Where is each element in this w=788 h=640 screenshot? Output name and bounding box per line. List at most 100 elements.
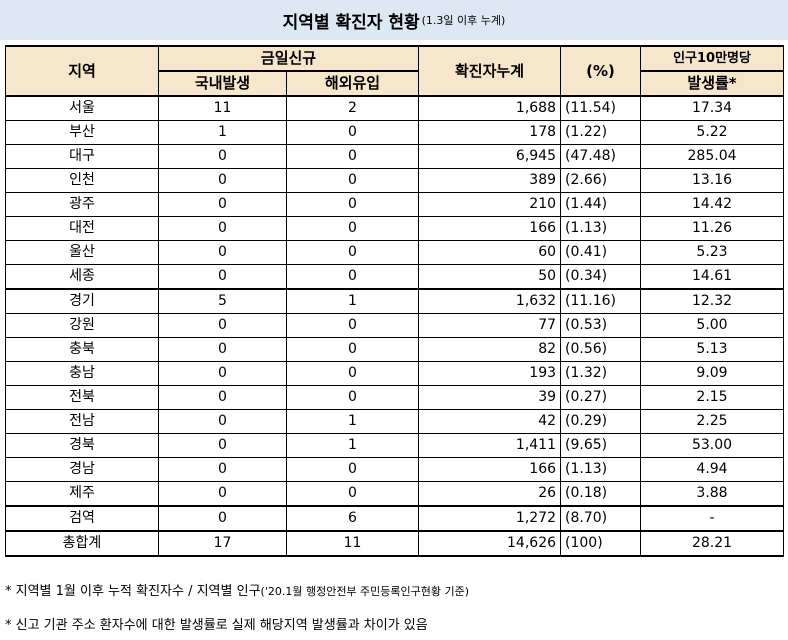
percent-cell: (8.70) [560,505,642,532]
rate-cell: 2.25 [640,409,785,434]
cumulative-cell: 50 [418,264,562,290]
domestic-cell: 0 [158,240,287,265]
domestic-cell: 0 [158,481,287,507]
overseas-cell: 0 [285,120,420,145]
rate-cell: 14.42 [640,192,785,217]
rate-cell: 4.94 [640,457,785,482]
rate-cell: 11.26 [640,216,785,241]
region-cell: 충남 [5,361,159,386]
cumulative-cell: 166 [418,216,562,241]
table-row: 광주 0 0 210 (1.44) 14.42 [5,192,785,217]
title-subtitle: (1.3일 이후 누계) [421,14,506,27]
region-cell: 전남 [5,409,159,434]
table-row: 검역 0 6 1,272 (8.70) - [5,505,785,532]
overseas-cell: 0 [285,481,420,507]
region-cell: 총합계 [5,530,159,557]
cumulative-cell: 1,411 [418,433,562,458]
table-row: 제주 0 0 26 (0.18) 3.88 [5,481,785,507]
cumulative-cell: 39 [418,385,562,410]
rate-cell: 3.88 [640,481,785,507]
domestic-cell: 0 [158,216,287,241]
region-cell: 충북 [5,337,159,362]
overseas-cell: 6 [285,505,420,532]
domestic-cell: 11 [158,95,287,121]
domestic-cell: 0 [158,457,287,482]
domestic-cell: 0 [158,168,287,193]
rate-cell: 285.04 [640,144,785,169]
rate-cell: 28.21 [640,530,785,557]
cumulative-cell: 42 [418,409,562,434]
percent-cell: (1.44) [560,192,642,217]
table-row: 대전 0 0 166 (1.13) 11.26 [5,216,785,241]
overseas-cell: 1 [285,433,420,458]
cumulative-cell: 166 [418,457,562,482]
header-percent: (%) [560,45,642,97]
cumulative-cell: 193 [418,361,562,386]
percent-cell: (0.29) [560,409,642,434]
header-rate-line1: 인구10만명당 [640,45,785,72]
table-row: 울산 0 0 60 (0.41) 5.23 [5,240,785,265]
percent-cell: (11.16) [560,288,642,314]
percent-cell: (0.34) [560,264,642,290]
overseas-cell: 11 [285,530,420,557]
region-cell: 부산 [5,120,159,145]
percent-cell: (0.53) [560,313,642,338]
rate-cell: - [640,505,785,532]
percent-cell: (9.65) [560,433,642,458]
region-cell: 강원 [5,313,159,338]
footnote-population-source: ('20.1월 행정안전부 주민등록인구현황 기준) [260,585,470,598]
percent-cell: (1.32) [560,361,642,386]
domestic-cell: 0 [158,192,287,217]
overseas-cell: 1 [285,288,420,314]
cumulative-cell: 1,688 [418,95,562,121]
overseas-cell: 0 [285,337,420,362]
rate-cell: 9.09 [640,361,785,386]
overseas-cell: 0 [285,168,420,193]
region-cell: 제주 [5,481,159,507]
overseas-cell: 0 [285,457,420,482]
rate-cell: 14.61 [640,264,785,290]
table-title: 지역별 확진자 현황 (1.3일 이후 누계) [0,0,788,40]
total-row: 총합계 17 11 14,626 (100) 28.21 [5,530,785,557]
percent-cell: (1.22) [560,120,642,145]
percent-cell: (1.13) [560,216,642,241]
footnote-rate: * 신고 기관 주소 환자수에 대한 발생률로 실제 해당지역 발생률과 차이가… [5,618,428,633]
table-row: 전북 0 0 39 (0.27) 2.15 [5,385,785,410]
footnote-population: * 지역별 1월 이후 누적 확진자수 / 지역별 인구('20.1월 행정안전… [5,580,469,599]
region-cell: 세종 [5,264,159,290]
table-row: 세종 0 0 50 (0.34) 14.61 [5,264,785,290]
region-cell: 경북 [5,433,159,458]
table-row: 경북 0 1 1,411 (9.65) 53.00 [5,433,785,458]
rate-cell: 5.13 [640,337,785,362]
rate-cell: 12.32 [640,288,785,314]
cumulative-cell: 389 [418,168,562,193]
table-row: 충북 0 0 82 (0.56) 5.13 [5,337,785,362]
domestic-cell: 0 [158,505,287,532]
domestic-cell: 0 [158,313,287,338]
percent-cell: (11.54) [560,95,642,121]
rate-cell: 5.22 [640,120,785,145]
overseas-cell: 0 [285,313,420,338]
header-region: 지역 [5,45,159,97]
percent-cell: (0.27) [560,385,642,410]
domestic-cell: 0 [158,409,287,434]
percent-cell: (0.41) [560,240,642,265]
cumulative-cell: 77 [418,313,562,338]
cumulative-cell: 14,626 [418,530,562,557]
region-cell: 광주 [5,192,159,217]
rate-cell: 5.00 [640,313,785,338]
overseas-cell: 0 [285,361,420,386]
domestic-cell: 0 [158,144,287,169]
region-cell: 검역 [5,505,159,532]
region-cell: 전북 [5,385,159,410]
table-row: 서울 11 2 1,688 (11.54) 17.34 [5,95,785,121]
table-row: 충남 0 0 193 (1.32) 9.09 [5,361,785,386]
percent-cell: (0.56) [560,337,642,362]
region-cell: 서울 [5,95,159,121]
percent-cell: (100) [560,530,642,557]
overseas-cell: 2 [285,95,420,121]
rate-cell: 2.15 [640,385,785,410]
table-row: 전남 0 1 42 (0.29) 2.25 [5,409,785,434]
table-row: 경남 0 0 166 (1.13) 4.94 [5,457,785,482]
domestic-cell: 0 [158,337,287,362]
